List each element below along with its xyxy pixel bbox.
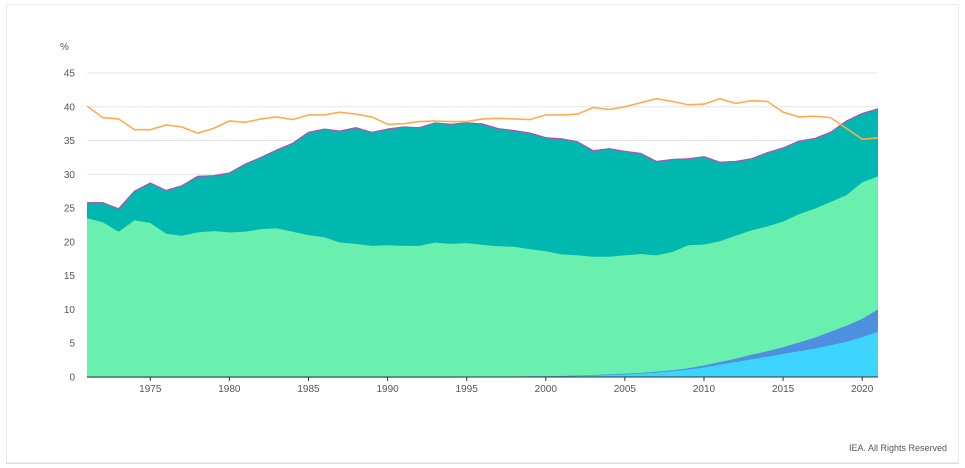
y-tick-5: 5 bbox=[69, 339, 75, 350]
y-tick-10: 10 bbox=[64, 305, 76, 316]
stacked-areas bbox=[86, 108, 879, 378]
y-tick-20: 20 bbox=[64, 237, 76, 248]
area-series-1 bbox=[87, 331, 878, 377]
y-tick-0: 0 bbox=[69, 373, 75, 384]
x-tick-labels: 1975 1980 1985 1990 1995 2000 2005 2010 2015 2020 bbox=[139, 377, 874, 395]
x-tick-2010: 2010 bbox=[693, 384, 716, 395]
stack-top-outline bbox=[87, 108, 879, 210]
x-tick-1980: 1980 bbox=[218, 384, 241, 395]
line-series bbox=[86, 97, 879, 141]
credit-text: IEA. All Rights Reserved bbox=[848, 443, 947, 453]
bottom-divider bbox=[6, 463, 959, 464]
y-tick-45: 45 bbox=[64, 69, 76, 80]
area-series-3 bbox=[87, 176, 878, 377]
y-axis-unit: % bbox=[60, 42, 69, 53]
area-series-4 bbox=[87, 108, 878, 257]
chart-frame bbox=[6, 4, 959, 463]
y-tick-15: 15 bbox=[64, 271, 76, 282]
y-tick-labels: 0 5 10 15 20 25 30 35 40 45 bbox=[64, 69, 76, 384]
x-tick-2015: 2015 bbox=[772, 384, 795, 395]
y-tick-40: 40 bbox=[64, 102, 76, 113]
y-tick-25: 25 bbox=[64, 204, 76, 215]
x-tick-2000: 2000 bbox=[535, 384, 558, 395]
x-tick-1985: 1985 bbox=[297, 384, 320, 395]
x-tick-1995: 1995 bbox=[456, 384, 479, 395]
x-tick-1975: 1975 bbox=[139, 384, 162, 395]
line-series-1 bbox=[86, 97, 879, 141]
x-tick-2020: 2020 bbox=[851, 384, 874, 395]
x-tick-1990: 1990 bbox=[376, 384, 399, 395]
x-tick-2005: 2005 bbox=[614, 384, 637, 395]
y-tick-35: 35 bbox=[64, 136, 76, 147]
y-tick-30: 30 bbox=[64, 170, 76, 181]
